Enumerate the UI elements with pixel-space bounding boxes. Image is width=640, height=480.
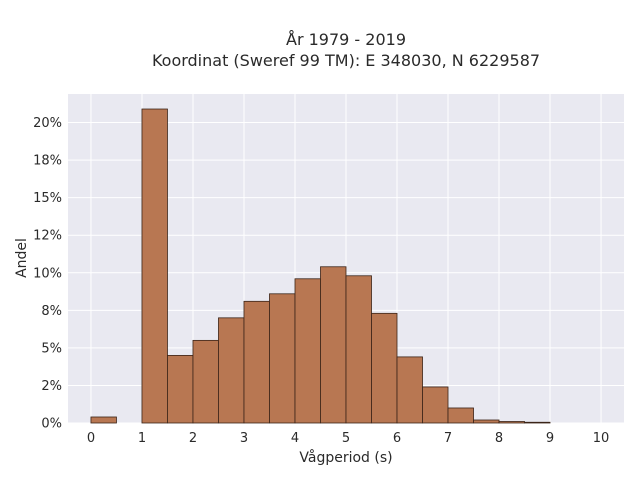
y-tick-label-6: 15% (33, 191, 62, 206)
histogram-bar-12 (396, 356, 423, 424)
y-tick-label-3: 8% (41, 304, 62, 319)
y-axis-label: Andel (14, 238, 30, 278)
histogram-bar-9 (320, 266, 347, 424)
histogram-bar-15 (473, 419, 500, 424)
x-tick-label-6: 6 (393, 431, 401, 446)
chart-title-line-1: År 1979 - 2019 (286, 30, 406, 49)
x-tick-label-4: 4 (291, 431, 299, 446)
x-tick-label-1: 1 (138, 431, 146, 446)
x-axis-label: Vågperiod (s) (299, 449, 392, 466)
histogram-bar-11 (371, 312, 398, 424)
histogram-bar-2 (141, 108, 168, 424)
histogram-bar-5 (218, 317, 245, 424)
x-tick-label-5: 5 (342, 431, 350, 446)
x-tick-label-0: 0 (87, 431, 95, 446)
x-tick-label-8: 8 (495, 431, 503, 446)
histogram-bar-7 (269, 293, 296, 424)
y-tick-label-8: 20% (33, 116, 62, 131)
histogram-bar-6 (243, 300, 270, 424)
y-tick-label-1: 2% (41, 379, 62, 394)
histogram-bar-4 (192, 339, 219, 424)
histogram-bar-17 (524, 421, 551, 424)
y-axis-ticks: 0% 2% 5% 8% 10% 12% 15% 18% 20% (33, 116, 62, 431)
y-tick-label-0: 0% (41, 417, 62, 432)
chart-title-line-2: Koordinat (Sweref 99 TM): E 348030, N 62… (152, 51, 540, 70)
histogram-bar-8 (294, 278, 321, 424)
x-tick-label-2: 2 (189, 431, 197, 446)
y-tick-label-4: 10% (33, 266, 62, 281)
x-axis-ticks: 0 1 2 3 4 5 6 7 8 9 10 (87, 431, 610, 446)
y-tick-label-7: 18% (33, 154, 62, 169)
histogram-bar-13 (422, 386, 449, 424)
y-tick-label-5: 12% (33, 229, 62, 244)
y-tick-label-2: 5% (41, 341, 62, 356)
histogram-bar-16 (498, 421, 525, 424)
histogram-bar-10 (345, 275, 372, 424)
x-tick-label-10: 10 (593, 431, 610, 446)
bars (90, 108, 551, 424)
histogram-bar-0 (90, 416, 117, 424)
x-tick-label-7: 7 (444, 431, 452, 446)
histogram-bar-3 (167, 354, 194, 424)
x-tick-label-9: 9 (546, 431, 554, 446)
x-tick-label-3: 3 (240, 431, 248, 446)
histogram-bar-14 (447, 407, 474, 424)
